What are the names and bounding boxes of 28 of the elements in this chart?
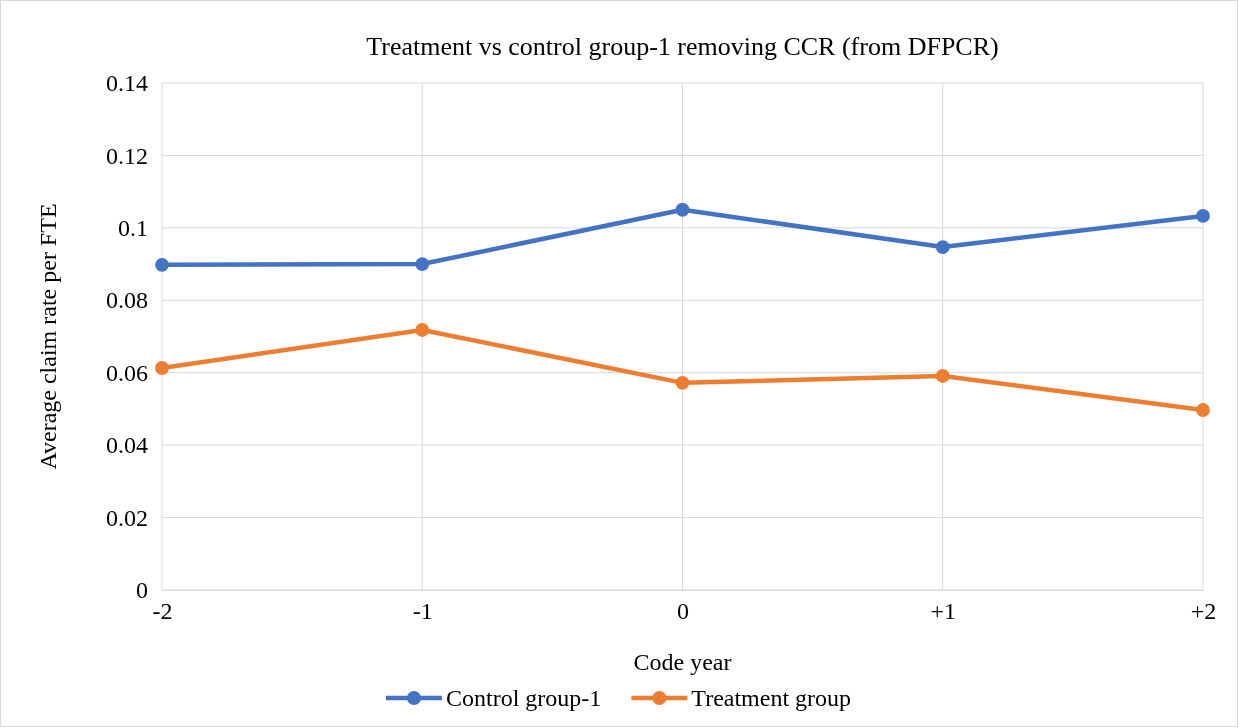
x-tick-label: -1 — [412, 598, 433, 625]
point — [1196, 403, 1210, 417]
point — [935, 240, 950, 254]
y-tick-label: 0.08 — [106, 287, 148, 314]
x-axis-title: Code year — [633, 649, 732, 675]
y-tick-label: 0.12 — [106, 142, 148, 169]
y-tick-label: 0.06 — [106, 359, 148, 386]
point — [415, 257, 430, 271]
point — [675, 375, 690, 390]
legend-label: Control group-1 — [446, 685, 602, 711]
point — [155, 361, 169, 375]
x-tick-label: 0 — [677, 598, 689, 625]
y-tick-label: 0.04 — [106, 432, 148, 459]
y-tick-label: 0.1 — [118, 215, 148, 242]
point — [155, 257, 169, 272]
legend-label: Treatment group — [691, 685, 852, 711]
y-tick-label: 0.02 — [106, 504, 148, 531]
y-tick-label: 0 — [136, 577, 148, 604]
x-tick-label: +1 — [930, 598, 957, 625]
y-tick-label: 0.14 — [106, 70, 148, 97]
x-tick-label: +2 — [1190, 598, 1217, 625]
point — [675, 202, 690, 217]
x-tick-label: -2 — [152, 598, 173, 625]
y-axis-title: Average claim rate per FTE — [35, 203, 61, 470]
point — [935, 369, 950, 383]
point — [415, 323, 430, 337]
chart-title: Treatment vs control group-1 removing CCR (from DFPCR) — [366, 32, 999, 61]
point — [1196, 209, 1210, 223]
